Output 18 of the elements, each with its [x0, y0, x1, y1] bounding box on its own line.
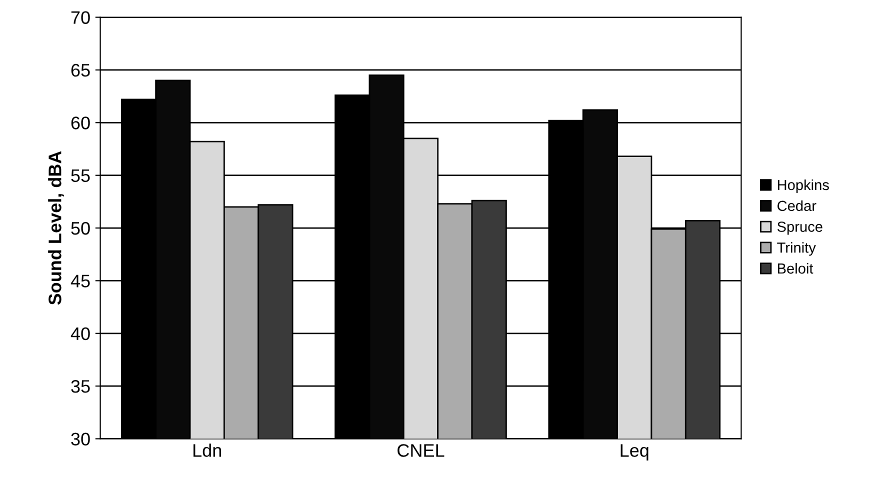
x-tick-label: Ldn: [194, 444, 221, 457]
y-tick-label: 65: [71, 64, 90, 77]
y-axis-title: Sound Level, dBA: [48, 151, 64, 305]
legend-label: Hopkins: [778, 179, 829, 194]
y-tick-label: 70: [71, 11, 90, 24]
legend-label: Cedar: [778, 200, 816, 212]
legend-label: Spruce: [777, 222, 822, 235]
legend-label: Trinity: [777, 242, 816, 256]
y-tick-label: 60: [71, 116, 90, 130]
y-tick-label: 40: [70, 327, 90, 340]
y-tick-label: 35: [71, 380, 90, 393]
y-tick-label: 45: [70, 274, 90, 288]
x-tick-label: Leq: [620, 444, 648, 460]
legend-label: Beloit: [778, 262, 814, 274]
x-tick-label: CNEL: [398, 444, 444, 457]
y-tick-label: 30: [71, 432, 90, 446]
y-tick-label: 55: [71, 169, 90, 182]
y-tick-label: 50: [71, 222, 90, 235]
